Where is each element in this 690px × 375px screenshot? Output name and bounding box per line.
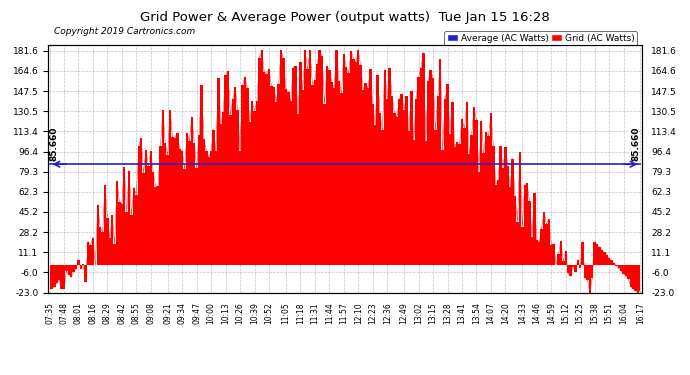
- Text: Grid Power & Average Power (output watts)  Tue Jan 15 16:28: Grid Power & Average Power (output watts…: [140, 11, 550, 24]
- Legend: Average (AC Watts), Grid (AC Watts): Average (AC Watts), Grid (AC Watts): [444, 31, 637, 45]
- Text: 85.660: 85.660: [50, 126, 59, 160]
- Text: 85.660: 85.660: [631, 126, 640, 160]
- Text: Copyright 2019 Cartronics.com: Copyright 2019 Cartronics.com: [55, 27, 195, 36]
